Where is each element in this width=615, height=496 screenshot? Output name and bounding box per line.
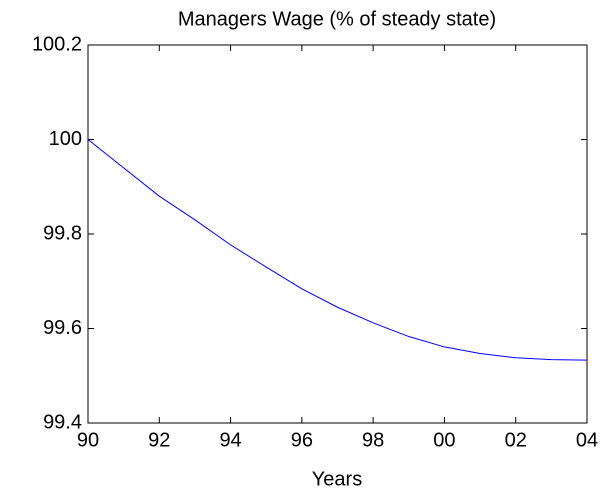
x-tick-label: 00 [433, 429, 455, 451]
y-tick-label: 99.8 [43, 222, 82, 244]
chart-title: Managers Wage (% of steady state) [178, 8, 496, 30]
x-tick-label: 94 [219, 429, 241, 451]
y-tick-label: 100 [49, 128, 82, 150]
y-tick-label: 99.4 [43, 411, 82, 433]
x-tick-label: 98 [362, 429, 384, 451]
y-tick-label: 99.6 [43, 317, 82, 339]
y-tick-label: 100.2 [32, 33, 82, 55]
x-tick-label: 96 [291, 429, 313, 451]
data-line [87, 139, 588, 361]
x-tick-label: 92 [148, 429, 170, 451]
x-tick-label: 90 [77, 429, 99, 451]
x-tick-label: 02 [505, 429, 527, 451]
x-axis-label: Years [312, 468, 362, 490]
x-tick-label: 04 [576, 429, 598, 451]
